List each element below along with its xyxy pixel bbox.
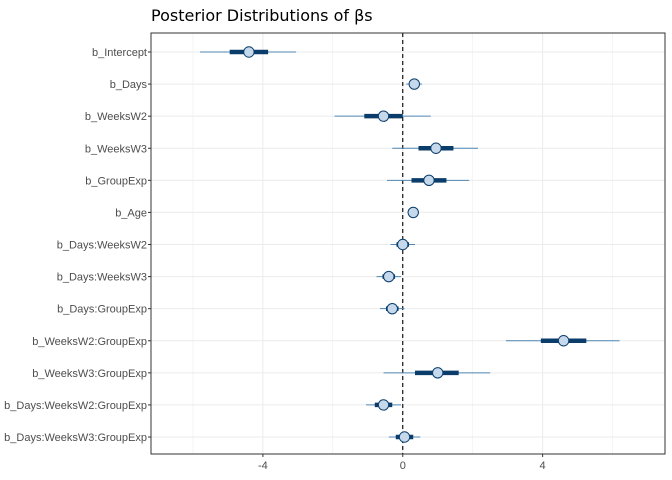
point-estimate [432, 367, 444, 379]
y-tick-label: b_Days:WeeksW3:GroupExp [4, 432, 147, 444]
point-estimate [377, 399, 390, 411]
y-tick-label: b_Days:GroupExp [57, 304, 147, 316]
y-tick-label: b_WeeksW3:GroupExp [32, 368, 147, 380]
point-estimate [397, 238, 409, 251]
point-estimate [383, 270, 395, 283]
y-tick-label: b_Age [115, 207, 147, 219]
x-tick-label: 4 [540, 460, 546, 472]
y-tick-label: b_WeeksW2:GroupExp [32, 336, 147, 348]
point-estimate [407, 206, 419, 219]
point-estimate [398, 431, 411, 443]
y-tick-label: b_WeeksW2 [85, 111, 147, 123]
point-estimate [423, 174, 435, 187]
chart-title: Posterior Distributions of βs [151, 6, 373, 25]
y-tick-label: b_Days:WeeksW3 [57, 272, 147, 284]
panel-border [150, 32, 666, 455]
x-axis-labels: -4 0 4 [258, 454, 546, 472]
y-tick-label: b_Days [110, 79, 148, 91]
points-layer [243, 46, 570, 443]
x-tick-label: 0 [400, 460, 406, 472]
point-estimate [557, 335, 570, 347]
y-tick-label: b_GroupExp [85, 175, 147, 187]
y-tick-label: b_Days:WeeksW2:GroupExp [4, 400, 147, 412]
point-estimate [243, 46, 255, 58]
point-estimate [377, 110, 390, 122]
point-estimate [386, 302, 398, 315]
point-estimate [430, 142, 442, 154]
y-tick-label: b_Days:WeeksW2 [57, 240, 147, 252]
y-tick-label: b_WeeksW3 [85, 143, 147, 155]
point-estimate [408, 78, 420, 90]
y-axis-labels: b_Intercept b_Days b_WeeksW2 b_WeeksW3 b_Gro… [4, 47, 151, 444]
y-tick-label: b_Intercept [92, 47, 147, 59]
x-tick-label: -4 [258, 460, 268, 472]
